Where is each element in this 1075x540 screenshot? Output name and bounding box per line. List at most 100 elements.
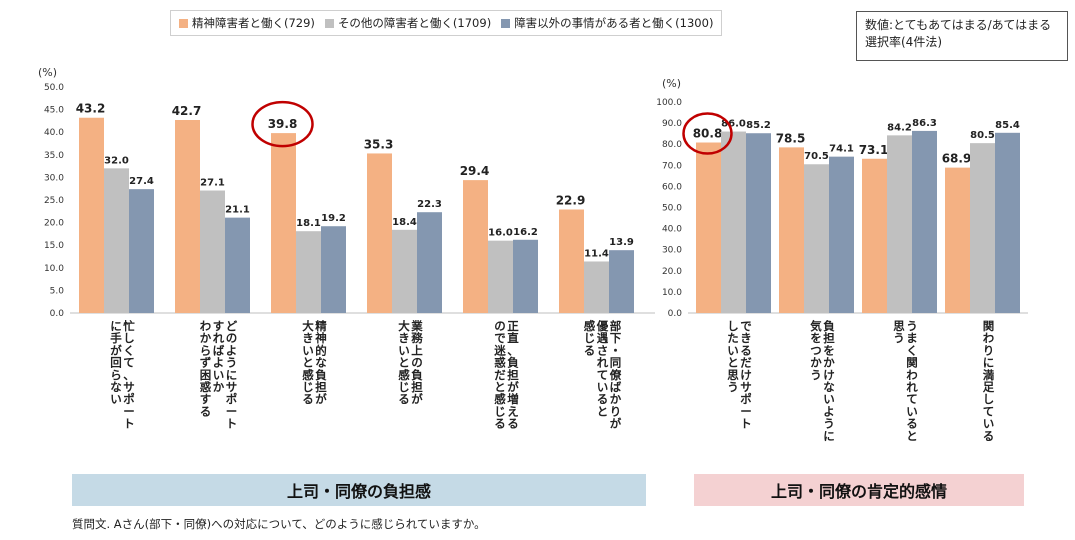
chart1-category-label-c1-col2-char: ら <box>110 368 122 382</box>
legend-swatch-non-disability <box>501 18 511 28</box>
chart1-category-label-c5-col2-char: で <box>494 331 506 345</box>
chart1-category-label-c4-col1-char: 上 <box>411 343 423 357</box>
chart2-category-label-c3-col1-char: く <box>906 343 918 357</box>
chart2-category-label-c4-col1-char: る <box>983 429 995 443</box>
chart1-data-label-s2-c2: 27.1 <box>200 178 225 189</box>
chart1-category-label-c5-col2-char: る <box>494 417 506 431</box>
chart1-category-label-c1-col1-char: て <box>123 356 135 370</box>
chart2-data-label-s1-c1: 80.8 <box>693 127 723 141</box>
band-burden: 上司・同僚の負担感 <box>72 474 646 506</box>
chart2-data-label-s1-c3: 73.1 <box>859 143 889 157</box>
chart1-category-label-c2-col3-char: 困 <box>200 368 212 382</box>
chart1-category-label-c6-col2-char: い <box>597 380 609 394</box>
chart2-bar-s1-c2 <box>779 147 804 313</box>
chart1-category-label-c1-col2-char: な <box>110 380 122 394</box>
chart1-bar-s1-c5 <box>463 180 488 313</box>
chart2-category-label-c1-col2-char: し <box>727 319 739 333</box>
chart2-category-label-c2-col2-char: う <box>810 368 822 382</box>
chart1-category-label-c5-col2-char: の <box>494 319 506 333</box>
chart1-category-label-c2-col1-char: ー <box>226 404 238 418</box>
chart2-category-label-c3-col1-char: わ <box>906 368 918 382</box>
chart2-category-label-c4-col1-char: い <box>983 417 995 431</box>
chart2-bar-s2-c4 <box>970 143 995 313</box>
chart1-category-label-c5-col1-char: る <box>507 417 519 431</box>
chart1-category-label-c2-col3-char: か <box>200 331 212 345</box>
chart1-category-label-c6-col3-char: じ <box>584 331 596 345</box>
chart2-category-label-c4-col1-char: わ <box>983 331 995 345</box>
chart2-data-label-s2-c1: 86.0 <box>721 119 746 130</box>
chart2-category-label-c3-col2-char: 思 <box>893 319 905 333</box>
chart2-highlight-circle <box>682 112 733 155</box>
note-box: 数値:とてもあてはまる/あてはまる 選択率(4件法) <box>856 11 1068 61</box>
chart1-category-label-c6-col2-char: る <box>597 392 609 406</box>
chart1-category-label-c1-col1-char: 、 <box>123 368 135 382</box>
chart1-category-label-c2-col1-char: ポ <box>226 392 238 406</box>
chart1-category-label-c4-col2-char: じ <box>398 380 410 394</box>
chart1-category-label-c4-col1-char: 業 <box>410 319 423 333</box>
chart1-category-label-c3-col2-char: 大 <box>302 319 314 333</box>
chart1-bar-s3-c1 <box>129 189 154 313</box>
chart1-category-label-c3-col1-char: 的 <box>315 343 327 357</box>
chart1-category-label-c6-col2-char: 遇 <box>597 331 609 345</box>
chart1-data-label-s2-c5: 16.0 <box>488 228 513 239</box>
chart1-category-label-c6-col1-char: 部 <box>610 319 622 333</box>
chart1-category-label-c1-col1-char: ト <box>123 417 135 431</box>
chart1-category-label-c1-col2-char: が <box>110 343 122 357</box>
chart2-category-label-c1-col1-char: サ <box>740 380 752 394</box>
chart2-category-label-c3-col1-char: ま <box>906 331 918 345</box>
chart1-data-label-s3-c1: 27.4 <box>129 176 154 187</box>
chart2-category-label-c2-col2-char: か <box>810 356 822 370</box>
band-burden-label: 上司・同僚の負担感 <box>286 482 431 501</box>
chart2-ytick-label: 80.0 <box>662 140 682 150</box>
chart1-category-label-c1-col1-char: サ <box>123 380 135 394</box>
chart1-ytick-label: 20.0 <box>44 219 64 229</box>
chart1-category-label-c4-col1-char: 負 <box>411 368 423 382</box>
chart2-category-label-c1-col1-char: ポ <box>740 392 752 406</box>
chart2-category-label-c1-col1-char: で <box>740 319 752 333</box>
chart1-category-label-c2-col2-char: す <box>213 319 225 333</box>
chart1-ytick-label: 10.0 <box>44 264 64 274</box>
chart1-bar-s3-c6 <box>609 250 634 313</box>
chart1-category-label-c5-col1-char: 正 <box>507 319 519 333</box>
chart1-data-label-s2-c4: 18.4 <box>392 217 417 228</box>
chart2-category-label-c3-col1-char: れ <box>906 380 918 394</box>
chart1-bar-s2-c6 <box>584 261 609 313</box>
chart2-data-label-s2-c4: 80.5 <box>970 130 995 141</box>
chart1-category-label-c3-col1-char: 担 <box>315 380 327 394</box>
chart2-data-label-s1-c2: 78.5 <box>776 131 806 145</box>
chart2-ytick-label: 60.0 <box>662 182 682 192</box>
chart2-ytick-label: 50.0 <box>662 204 682 214</box>
chart1-category-label-c1-col1-char: ポ <box>123 392 135 406</box>
chart2-bar-s1-c1 <box>696 142 721 313</box>
chart1-category-label-c1-col2-char: 回 <box>110 356 122 370</box>
band-positive-label: 上司・同僚の肯定的感情 <box>770 482 947 501</box>
chart1-category-label-c1-col1-char: く <box>123 343 135 357</box>
chart1-category-label-c1-col2-char: 手 <box>110 331 122 345</box>
legend-label-other-disability: その他の障害者と働く(1709) <box>337 16 492 30</box>
chart1-category-label-c5-col1-char: 直 <box>507 331 519 345</box>
chart1-category-label-c3-col2-char: 感 <box>302 368 314 382</box>
chart1-category-label-c2-col1-char: の <box>226 331 238 345</box>
chart1-data-label-s3-c6: 13.9 <box>609 237 634 248</box>
chart2-category-label-c2-col2-char: つ <box>810 343 822 357</box>
chart1-category-label-c6-col3-char: 感 <box>584 319 596 333</box>
chart1-data-label-s3-c2: 21.1 <box>225 205 250 216</box>
chart1-bar-s2-c3 <box>296 231 321 313</box>
chart2-category-label-c1-col1-char: け <box>740 368 752 382</box>
chart1-category-label-c4-col1-char: が <box>411 392 423 406</box>
chart1-category-label-c1-col1-char: ー <box>123 404 135 418</box>
note-line-2: 選択率(4件法) <box>865 35 942 49</box>
chart1-category-label-c1-col1-char: 忙 <box>123 319 135 333</box>
chart2-bar-s1-c4 <box>945 167 970 313</box>
chart2-category-label-c4-col1-char: 関 <box>983 319 995 333</box>
chart1-ytick-label: 25.0 <box>44 196 64 206</box>
chart1-category-label-c2-col2-char: か <box>213 380 225 394</box>
chart1-category-label-c6-col2-char: さ <box>597 343 609 357</box>
chart2-ytick-label: 30.0 <box>662 246 682 256</box>
chart1-category-label-c6-col1-char: が <box>610 417 622 431</box>
legend-item-non-disability: 障害以外の事情がある者と働く(1300) <box>501 15 713 31</box>
chart2-category-label-c1-col2-char: と <box>727 356 739 370</box>
chart1-category-label-c3-col2-char: と <box>302 356 314 370</box>
chart2-ytick-label: 100.0 <box>656 98 682 108</box>
